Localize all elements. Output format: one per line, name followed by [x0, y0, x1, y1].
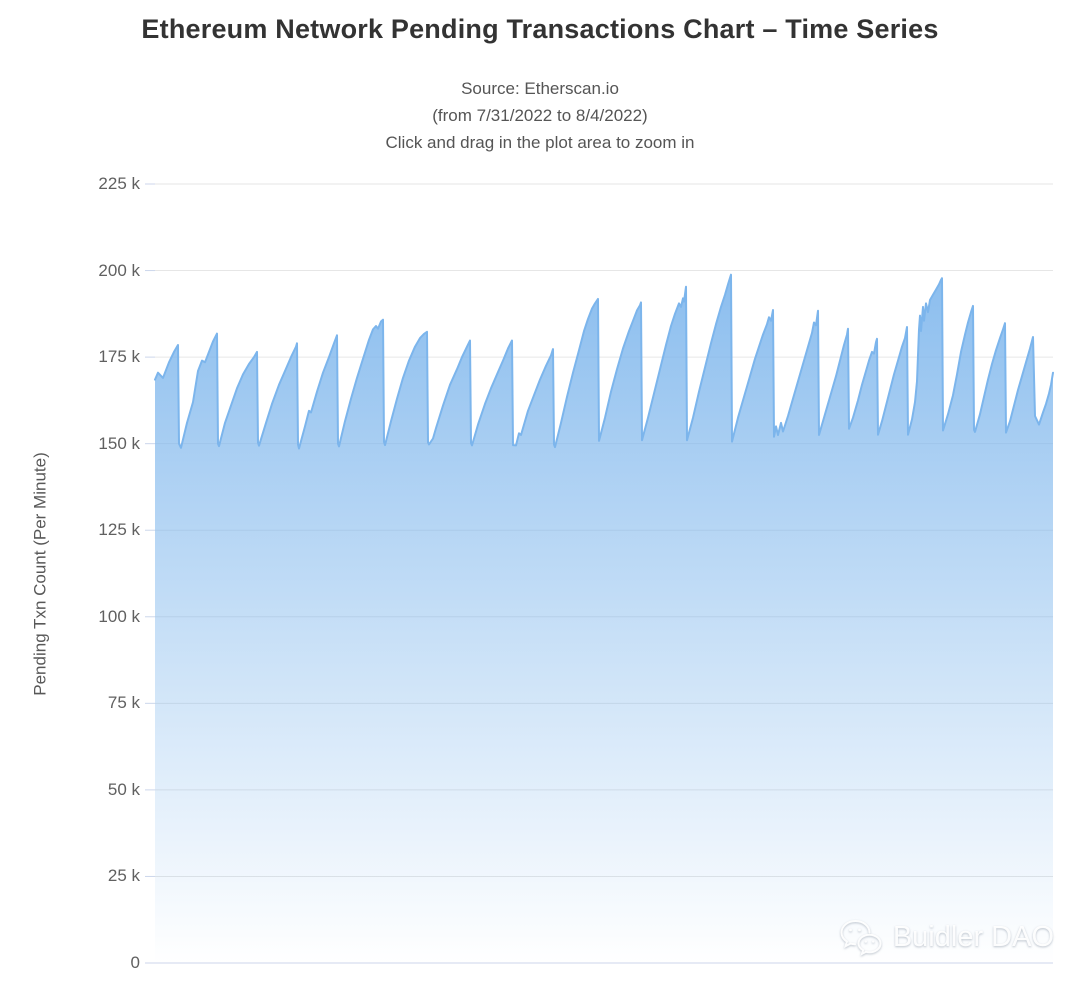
- chart-subtitle: Source: Etherscan.io (from 7/31/2022 to …: [0, 75, 1080, 156]
- y-tick-label: 200 k: [98, 260, 140, 280]
- chart-title: Ethereum Network Pending Transactions Ch…: [141, 14, 939, 44]
- y-tick-label: 75 k: [107, 693, 140, 713]
- pending-txn-area-fill: [155, 274, 1053, 963]
- y-tick-label: 225 k: [98, 174, 140, 193]
- y-tick-label: 100 k: [98, 606, 140, 626]
- subtitle-source: Source: Etherscan.io: [461, 79, 619, 98]
- y-tick-label: 175 k: [98, 347, 140, 367]
- y-tick-label: 150 k: [98, 433, 140, 453]
- subtitle-zoom-hint: Click and drag in the plot area to zoom …: [385, 133, 695, 152]
- subtitle-date-range: (from 7/31/2022 to 8/4/2022): [432, 106, 648, 125]
- y-tick-label: 25 k: [107, 866, 140, 886]
- wechat-icon: [838, 918, 884, 956]
- y-tick-label: 50 k: [107, 779, 140, 799]
- y-tick-label: 0: [130, 953, 140, 972]
- y-tick-label: 125 k: [98, 520, 140, 540]
- plot-zoom-region[interactable]: [155, 184, 1053, 963]
- watermark: Buidler DAO: [838, 918, 1054, 956]
- watermark-label: Buidler DAO: [892, 920, 1054, 953]
- pending-txn-series-line: [154, 273, 1054, 450]
